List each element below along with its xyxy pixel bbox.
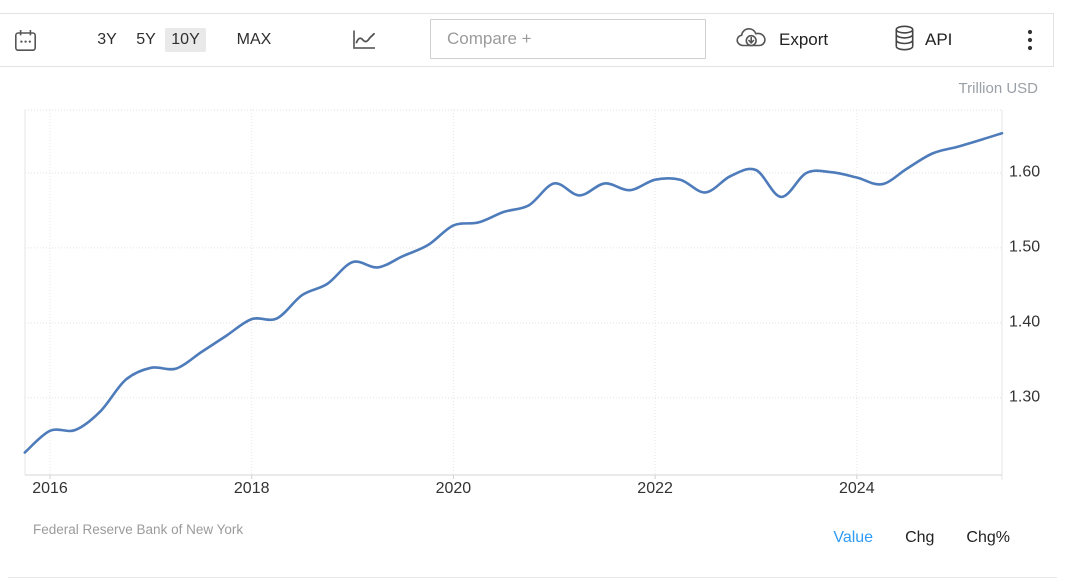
series-mode-legend: Value Chg Chg% [833,529,1010,547]
legend-item-chgpct[interactable]: Chg% [966,529,1010,546]
calendar-button[interactable] [12,14,38,66]
more-options-button[interactable] [1018,14,1042,66]
legend-item-value[interactable]: Value [833,529,874,546]
source-attribution: Federal Reserve Bank of New York [33,522,244,537]
x-axis-tick-label: 2016 [32,480,68,497]
y-axis-tick-label: 1.60 [1009,163,1041,181]
y-axis-tick-label: 1.50 [1009,238,1041,256]
y-axis-unit-label: Trillion USD [958,80,1038,97]
x-axis-tick-label: 2022 [637,480,673,497]
chart-toolbar: 3Y 5Y 10Y MAX [0,13,1054,67]
range-label: 10Y [165,28,206,52]
database-icon [894,24,915,56]
y-axis-tick-label: 1.30 [1009,388,1041,406]
cloud-download-icon [735,26,768,54]
range-label: MAX [236,31,272,48]
x-axis-tick-label: 2024 [839,480,875,497]
export-label: Export [779,30,829,49]
compare-input[interactable] [430,19,706,59]
vertical-dots-icon [1027,29,1033,51]
legend-item-chg[interactable]: Chg [905,529,935,546]
range-button-10y[interactable]: 10Y [164,14,207,66]
range-button-3y[interactable]: 3Y [90,14,124,66]
api-label: API [925,30,953,49]
calendar-icon [14,29,37,52]
export-button[interactable]: Export [735,14,828,66]
api-button[interactable]: API [894,14,952,66]
y-axis-tick-label: 1.40 [1009,313,1041,331]
bottom-divider [8,577,1057,578]
x-axis-tick-label: 2018 [233,480,270,497]
range-label: 3Y [97,31,117,48]
line-chart-icon [352,30,377,50]
range-button-max[interactable]: MAX [227,14,281,66]
range-button-5y[interactable]: 5Y [129,14,163,66]
x-axis-tick-label: 2020 [435,480,472,497]
range-label: 5Y [136,31,156,48]
chart-type-button[interactable] [348,14,380,66]
